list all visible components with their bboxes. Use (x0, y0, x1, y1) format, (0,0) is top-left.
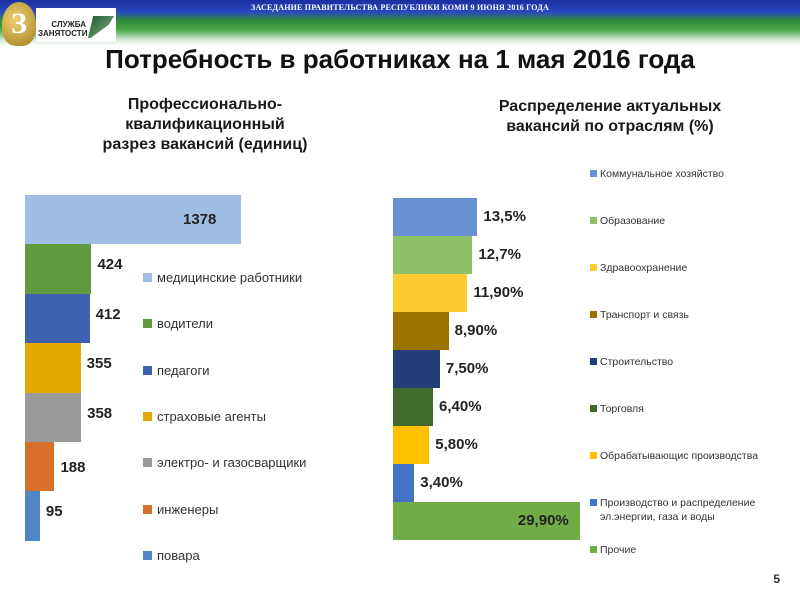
legend-swatch-2 (590, 264, 597, 271)
legend-label-2: Здравоохранение (600, 262, 688, 274)
bar-0 (393, 198, 478, 236)
legend-swatch-7 (590, 499, 597, 506)
legend-label-0: медицинские работники (157, 270, 303, 285)
data-label-4: 358 (87, 404, 113, 422)
legend-swatch-0 (143, 273, 152, 282)
legend-item-6: Обрабатывающис производства (590, 449, 758, 463)
legend-label-7: Производство и распределение эл.энергии,… (600, 497, 756, 523)
data-label-5: 188 (60, 459, 86, 476)
data-label-6: 5,80% (435, 436, 478, 453)
banner-text: ЗАСЕДАНИЕ ПРАВИТЕЛЬСТВА РЕСПУБЛИКИ КОМИ … (251, 3, 549, 12)
legend-item-4: электро- и газосварщики (143, 455, 306, 470)
legend-swatch-6 (143, 550, 152, 560)
bar-8 (393, 502, 580, 540)
legend-label-6: Обрабатывающис производства (600, 450, 759, 462)
legend-item-0: Коммунальное хозяйство (590, 167, 724, 181)
legend-item-3: Транспорт и связь (590, 308, 689, 322)
legend-label-3: страховые агенты (157, 408, 266, 424)
data-label-0: 13,5% (483, 208, 526, 225)
legend-swatch-6 (590, 452, 597, 459)
legend-label-2: педагоги (157, 362, 210, 378)
bar-6 (393, 426, 430, 464)
legend-swatch-1 (590, 217, 597, 224)
left-chart-title: Профессионально- квалификационный разрез… (102, 96, 308, 153)
legend-item-5: Торговля (590, 402, 644, 416)
data-label-2: 412 (95, 305, 121, 323)
bar-6 (25, 491, 40, 541)
legend-item-3: страховые агенты (143, 409, 266, 424)
bar-5 (393, 388, 433, 426)
legend-label-1: водители (157, 316, 214, 332)
page-number: 5 (773, 572, 780, 586)
legend-swatch-4 (143, 458, 152, 468)
legend-swatch-1 (143, 319, 152, 329)
legend-label-4: электро- и газосварщики (157, 455, 307, 471)
legend-item-8: Прочие (590, 543, 636, 557)
data-label-6: 95 (45, 503, 63, 521)
legend-label-1: Образование (600, 215, 666, 227)
legend-label-6: повара (157, 547, 200, 563)
bar-2 (393, 274, 468, 312)
legend-swatch-3 (590, 311, 597, 318)
bar-7 (393, 464, 415, 502)
legend-item-2: педагоги (143, 363, 210, 378)
data-label-0: 1378 (183, 211, 217, 228)
legend-item-1: Образование (590, 214, 665, 228)
legend-item-5: инженеры (143, 502, 218, 517)
right-chart-title: Распределение актуальных вакансий по отр… (498, 98, 722, 135)
legend-item-0: медицинские работники (143, 270, 302, 285)
legend-label-8: Прочие (600, 544, 637, 556)
logo-text: СЛУЖБА ЗАНЯТОСТИ (38, 20, 88, 38)
bar-0 (25, 195, 241, 245)
emblem-logo: З (2, 2, 36, 46)
data-label-7: 3,40% (420, 474, 463, 491)
bar-3 (25, 343, 81, 393)
legend-label-3: Транспорт и связь (600, 309, 689, 321)
legend-item-1: водители (143, 316, 213, 331)
bar-4 (25, 392, 82, 442)
data-label-3: 355 (86, 355, 112, 373)
data-label-1: 424 (97, 256, 123, 274)
legend-item-4: Строительство (590, 355, 673, 369)
legend-swatch-3 (143, 411, 152, 421)
bar-2 (25, 293, 90, 344)
data-label-4: 7,50% (445, 360, 489, 377)
legend-label-4: Строительство (600, 356, 674, 368)
bar-4 (393, 350, 440, 388)
legend-swatch-5 (143, 504, 152, 514)
legend-swatch-8 (590, 546, 597, 553)
legend-swatch-2 (143, 365, 152, 375)
legend-swatch-4 (590, 358, 597, 365)
bar-1 (393, 236, 473, 274)
legend-label-0: Коммунальное хозяйство (600, 168, 724, 180)
legend-item-6: повара (143, 548, 200, 563)
legend-swatch-5 (590, 405, 597, 412)
legend-label-5: инженеры (157, 501, 219, 517)
legend-item-7: Производство и распределение эл.энергии,… (590, 496, 755, 524)
page-title: Потребность в работниках на 1 мая 2016 г… (105, 44, 695, 74)
bar-3 (393, 312, 449, 350)
data-label-1: 12,7% (478, 246, 521, 263)
legend-item-2: Здравоохранение (590, 261, 687, 275)
legend-label-5: Торговля (600, 403, 644, 415)
data-label-3: 8,90% (454, 322, 498, 339)
bar-1 (25, 244, 92, 294)
header-banner: ЗАСЕДАНИЕ ПРАВИТЕЛЬСТВА РЕСПУБЛИКИ КОМИ … (0, 0, 800, 46)
bar-5 (25, 442, 55, 492)
data-label-2: 11,90% (473, 284, 524, 301)
data-label-5: 6,40% (439, 398, 482, 415)
data-label-8: 29,90% (517, 512, 569, 529)
legend-swatch-0 (590, 170, 597, 177)
